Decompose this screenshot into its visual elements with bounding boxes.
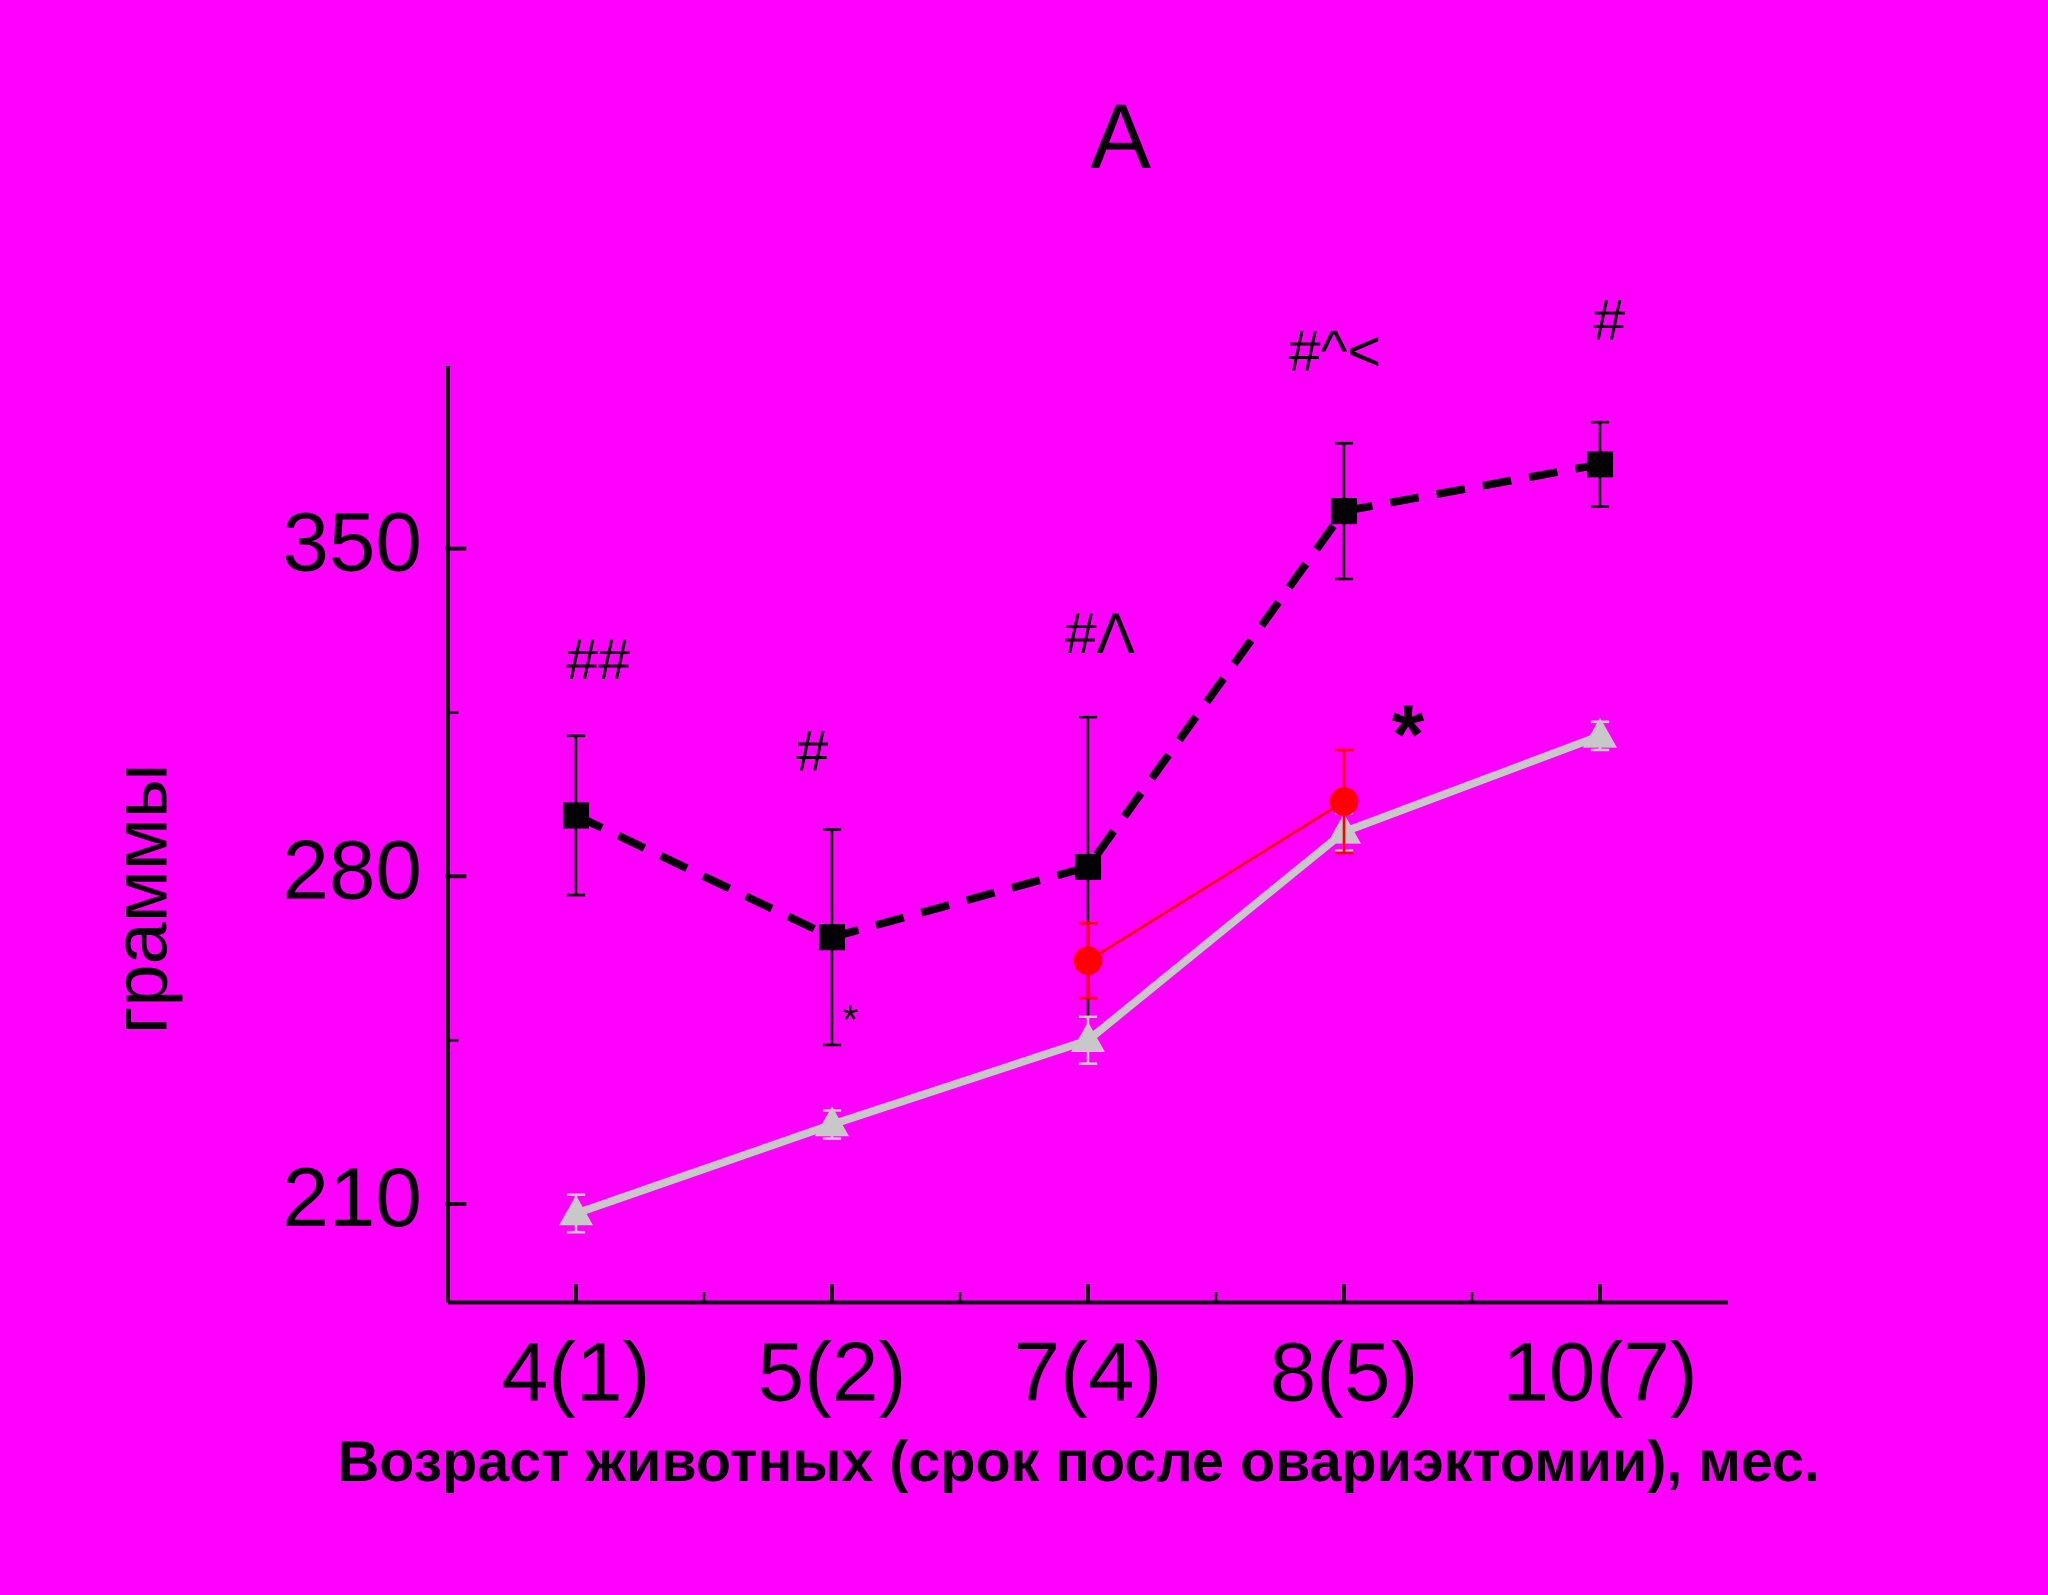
x-tick-label: 8(5) [1270,1324,1419,1418]
series-line [574,460,1601,942]
annotation: # [796,719,828,783]
y-tick-label: 350 [282,495,421,589]
annotation: #^< [1289,320,1381,384]
x-tick-label: 10(7) [1502,1324,1697,1418]
annotation: # [1593,288,1625,352]
y-axis-label: граммы [98,764,183,1035]
marker [1329,787,1359,816]
x-tick-label: 5(2) [758,1324,907,1418]
annotation: * [842,996,858,1043]
annotation: ## [566,628,630,692]
marker [1586,451,1614,478]
marker [818,924,846,951]
x-tick-label: 7(4) [1014,1324,1163,1418]
marker [815,1106,849,1137]
y-tick-label: 280 [282,822,421,916]
series-line [1087,800,1345,962]
marker [559,1195,593,1226]
marker [1583,717,1617,748]
annotation: * [1392,687,1425,781]
marker [1071,1021,1105,1052]
annotation: #Λ [1065,602,1136,666]
chart-title: A [1090,86,1151,188]
marker [562,802,590,829]
x-tick-label: 4(1) [502,1324,651,1418]
y-tick-label: 210 [282,1150,421,1244]
marker [1330,498,1358,525]
marker [1073,946,1103,975]
x-axis-label: Возраст животных (срок после овариэктоми… [338,1430,1820,1494]
marker [1074,853,1102,881]
